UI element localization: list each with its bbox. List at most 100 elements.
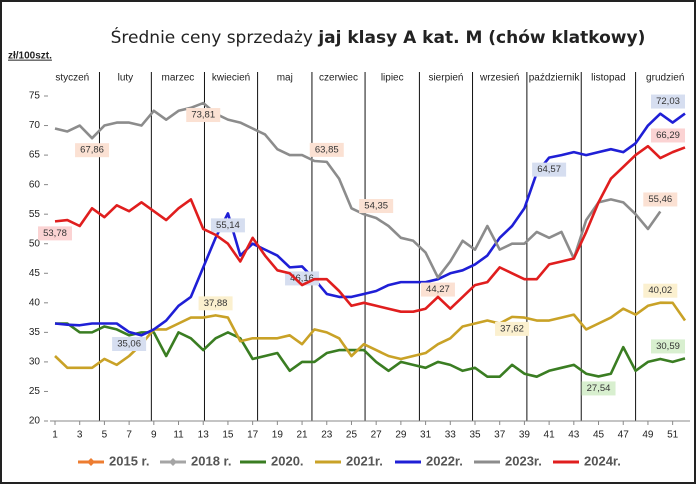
y-tick-label: 20: [29, 416, 41, 427]
series-line: [54, 301, 687, 370]
month-label: listopad: [591, 73, 625, 84]
x-tick-label: 13: [198, 430, 210, 441]
x-tick-label: 43: [568, 430, 580, 441]
x-tick-label: 35: [469, 430, 481, 441]
value-label: 64,57: [537, 164, 561, 175]
value-label-box: [186, 108, 221, 123]
legend-marker: [169, 458, 177, 466]
x-tick-label: 33: [445, 430, 457, 441]
y-tick-label: 40: [29, 297, 41, 308]
x-tick-label: 49: [642, 430, 654, 441]
title-part: jaj klasy A kat. M (chów klatkowy): [317, 28, 645, 48]
x-tick-label: 3: [77, 430, 83, 441]
month-label: czerwiec: [319, 73, 358, 84]
month-label: kwiecień: [212, 73, 250, 84]
x-tick-label: 25: [346, 430, 358, 441]
x-tick-label: 29: [395, 430, 407, 441]
value-label: 55,46: [648, 194, 672, 205]
legend-label: 2015 r.: [109, 453, 150, 468]
x-tick-label: 9: [151, 430, 157, 441]
value-label-box: [581, 381, 616, 396]
y-tick-label: 30: [29, 357, 41, 368]
x-tick-label: 19: [272, 430, 284, 441]
x-tick-label: 37: [494, 430, 506, 441]
value-label-box: [651, 94, 685, 109]
y-tick-label: 70: [29, 120, 41, 131]
value-label-box: [38, 226, 72, 241]
value-label-box: [643, 192, 678, 207]
x-tick-label: 23: [321, 430, 333, 441]
value-label: 54,35: [364, 201, 388, 212]
value-label-box: [495, 321, 530, 336]
value-label-box: [651, 128, 685, 143]
x-tick-label: 41: [544, 430, 556, 441]
series-line: [55, 322, 686, 378]
month-label: wrzesień: [479, 73, 519, 84]
value-label: 40,02: [648, 285, 672, 296]
value-label: 66,29: [656, 130, 680, 141]
y-tick-label: 45: [29, 268, 41, 279]
value-label: 55,14: [216, 220, 240, 231]
x-tick-label: 39: [519, 430, 531, 441]
x-tick-label: 45: [593, 430, 605, 441]
x-tick-label: 21: [296, 430, 308, 441]
value-label: 35,06: [117, 339, 141, 350]
value-label: 72,03: [656, 96, 680, 107]
value-label-box: [532, 162, 567, 177]
legend-label: 2020.: [271, 453, 304, 468]
value-label: 73,81: [191, 110, 215, 121]
legend-label: 2023r.: [505, 453, 542, 468]
y-tick-label: 50: [29, 238, 41, 249]
month-label: maj: [277, 73, 293, 84]
value-label-box: [75, 143, 110, 158]
value-label-box: [112, 337, 147, 352]
legend-label: 2024r.: [584, 453, 621, 468]
x-tick-label: 1: [52, 430, 58, 441]
value-label: 27,54: [587, 383, 611, 394]
value-label: 37,62: [500, 323, 524, 334]
y-tick-label: 65: [29, 150, 41, 161]
legend-label: 2022r.: [426, 453, 463, 468]
value-label: 30,59: [656, 341, 680, 352]
series-line: [54, 112, 686, 337]
title-part: Średnie ceny sprzedaży: [111, 26, 319, 48]
value-label-box: [210, 218, 245, 233]
x-tick-label: 47: [618, 430, 630, 441]
y-tick-label: 35: [29, 327, 41, 338]
x-tick-label: 51: [667, 430, 679, 441]
x-tick-label: 27: [371, 430, 383, 441]
x-tick-label: 31: [420, 430, 432, 441]
value-label-box: [309, 142, 344, 157]
month-label: październik: [529, 73, 581, 84]
value-label-box: [651, 339, 685, 354]
month-label: marzec: [162, 73, 195, 84]
y-tick-label: 60: [29, 179, 41, 190]
value-label: 37,88: [204, 298, 228, 309]
legend-label: 2018 r.: [191, 453, 232, 468]
y-tick-label: 25: [29, 386, 41, 397]
month-label: sierpień: [428, 73, 463, 84]
value-label: 46,16: [290, 273, 314, 284]
x-tick-label: 11: [173, 430, 184, 441]
legend-label: 2021r.: [346, 453, 383, 468]
y-axis-label: zł/100szt.: [8, 51, 52, 62]
legend-marker: [87, 458, 95, 466]
series-line: [54, 101, 662, 279]
value-label: 53,78: [43, 228, 67, 239]
value-label-box: [420, 282, 455, 297]
value-label-box: [643, 283, 678, 298]
x-tick-label: 17: [247, 430, 259, 441]
value-label: 67,86: [80, 145, 104, 156]
month-label: lipiec: [381, 73, 404, 84]
value-label: 63,85: [315, 144, 339, 155]
chart-title: Średnie ceny sprzedaży jaj klasy A kat. …: [111, 26, 646, 48]
value-label-box: [359, 199, 394, 214]
y-tick-label: 55: [29, 209, 41, 220]
month-label: styczeń: [55, 73, 89, 84]
value-label-box: [198, 296, 233, 311]
month-label: grudzień: [646, 73, 684, 84]
x-tick-label: 7: [126, 430, 132, 441]
month-label: luty: [118, 73, 134, 84]
y-tick-label: 75: [29, 91, 41, 102]
